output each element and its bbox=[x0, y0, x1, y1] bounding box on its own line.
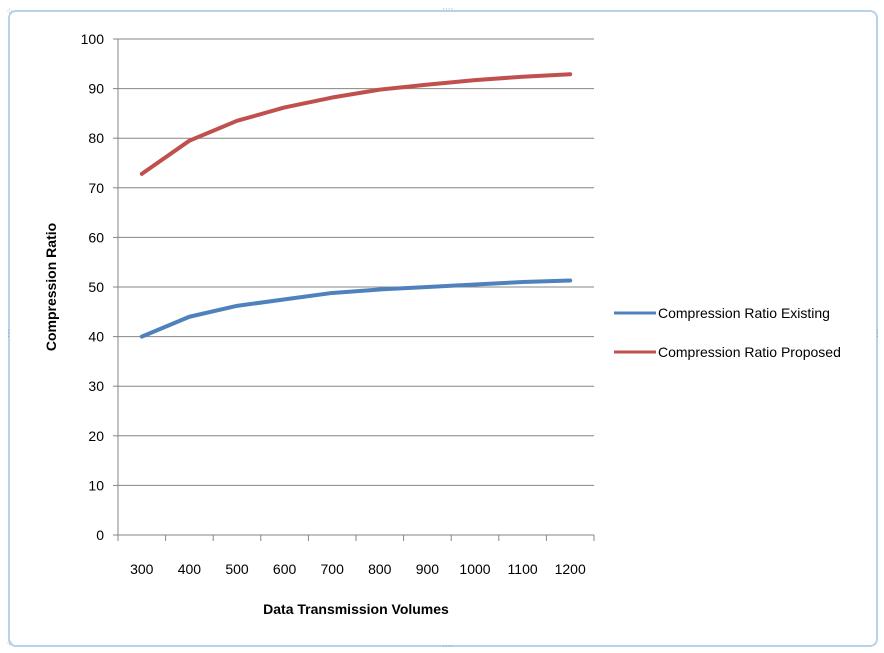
resize-handle-corner-bl-icon[interactable]: ⁘ bbox=[6, 639, 14, 649]
y-tick-label: 60 bbox=[88, 229, 104, 245]
x-tick-label: 500 bbox=[225, 561, 249, 577]
y-tick-label: 80 bbox=[88, 130, 104, 146]
y-tick-label: 40 bbox=[88, 329, 104, 345]
plot-series bbox=[139, 72, 573, 339]
x-tick-label: 1100 bbox=[508, 561, 538, 577]
y-tick-labels: 0 10 20 30 40 50 60 70 80 90 100 bbox=[81, 31, 105, 543]
series-line-0[interactable] bbox=[139, 278, 573, 339]
y-axis-title: Compression Ratio bbox=[43, 223, 59, 351]
x-tick-label: 900 bbox=[416, 561, 440, 577]
chart-area[interactable]: ···· ···· ⋮ ⋮ ⁘ ⁘ bbox=[4, 6, 882, 652]
x-tick-label: 1000 bbox=[459, 561, 490, 577]
legend-label-existing: Compression Ratio Existing bbox=[658, 305, 830, 321]
y-tick-label: 20 bbox=[88, 428, 104, 444]
resize-handle-corner-tl-icon[interactable]: ⁘ bbox=[6, 7, 14, 17]
x-tick-label: 700 bbox=[321, 561, 345, 577]
y-tick-label: 70 bbox=[88, 180, 104, 196]
x-tick-labels: 300 400 500 600 700 800 900 1000 1100 1200 bbox=[130, 561, 586, 577]
resize-handle-right-icon[interactable]: ⋮ bbox=[873, 329, 882, 339]
y-tick-label: 90 bbox=[88, 81, 104, 97]
resize-handle-bottom-icon[interactable]: ···· bbox=[442, 642, 454, 652]
legend[interactable]: Compression Ratio Existing Compression R… bbox=[614, 305, 841, 360]
y-tick-label: 50 bbox=[88, 279, 104, 295]
resize-handle-top-icon[interactable]: ···· bbox=[442, 5, 454, 15]
y-tick-label: 30 bbox=[88, 378, 104, 394]
x-tick-label: 300 bbox=[130, 561, 154, 577]
series-line-1[interactable] bbox=[139, 72, 573, 176]
resize-handle-left-icon[interactable]: ⋮ bbox=[4, 329, 13, 339]
axes bbox=[117, 39, 594, 536]
x-tick-label: 600 bbox=[273, 561, 297, 577]
y-tick-label: 0 bbox=[96, 527, 104, 543]
legend-label-proposed: Compression Ratio Proposed bbox=[658, 344, 841, 360]
x-tick-label: 1200 bbox=[555, 561, 586, 577]
y-tick-label: 10 bbox=[88, 477, 104, 493]
x-tick-label: 400 bbox=[178, 561, 202, 577]
x-axis-title: Data Transmission Volumes bbox=[263, 601, 449, 617]
y-tick-label: 100 bbox=[81, 31, 105, 47]
x-tick-label: 800 bbox=[368, 561, 392, 577]
